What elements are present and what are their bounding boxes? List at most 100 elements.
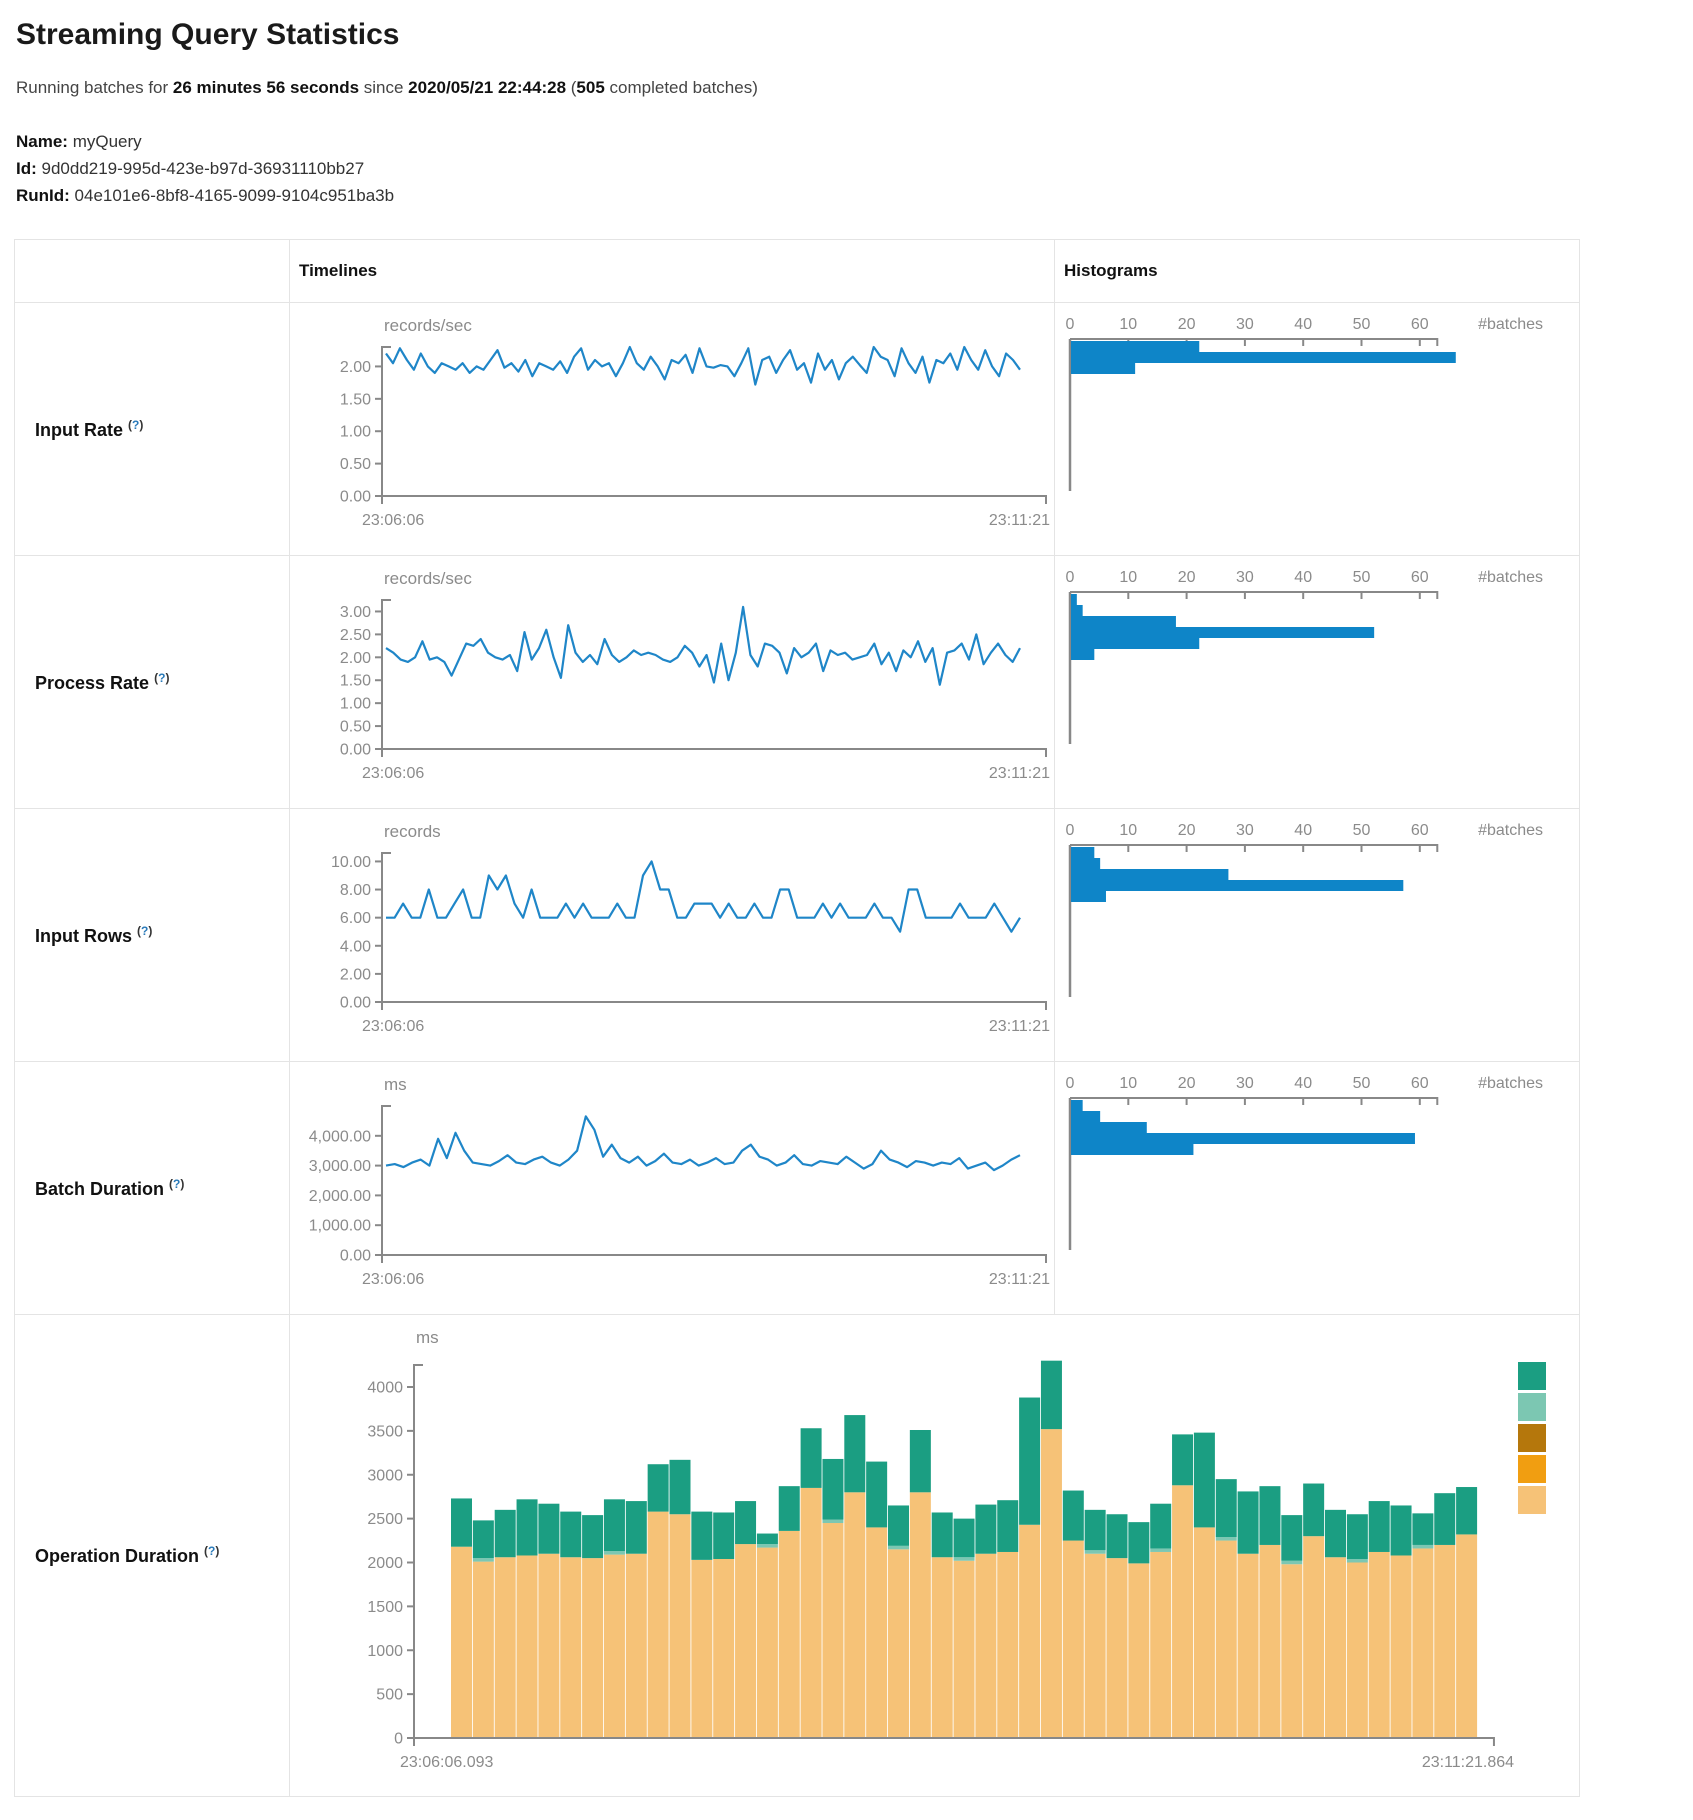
input-rate-histogram-cell: 0 10 20 30 40 50 60 #batches (1054, 302, 1580, 556)
page-title: Streaming Query Statistics (16, 18, 400, 51)
header-blank-cell (14, 239, 290, 303)
help-icon[interactable]: (?) (169, 1176, 185, 1191)
svg-text:3,000.00: 3,000.00 (309, 1158, 371, 1175)
svg-text:23:06:06.093: 23:06:06.093 (400, 1754, 494, 1771)
svg-text:30: 30 (1236, 822, 1254, 839)
svg-text:23:06:06: 23:06:06 (362, 765, 424, 782)
svg-text:60: 60 (1411, 569, 1429, 586)
svg-text:0.00: 0.00 (340, 1248, 371, 1265)
svg-text:20: 20 (1178, 1075, 1196, 1092)
help-icon[interactable]: (?) (204, 1544, 220, 1558)
operation-duration-chart-cell: ms 0 500 1000 1500 2000 2500 3000 3500 4000 23:06:… (289, 1314, 1580, 1797)
process-rate-timeline-chart[interactable]: records/sec 0.00 0.50 1.00 1.50 2.00 2.50 3.00 2… (290, 558, 1054, 803)
running-status-line: Running batches for 26 minutes 56 second… (0, 52, 1693, 98)
svg-text:0.50: 0.50 (340, 719, 371, 736)
svg-text:50: 50 (1353, 316, 1371, 333)
svg-text:2.00: 2.00 (340, 966, 371, 983)
svg-text:4,000.00: 4,000.00 (309, 1128, 371, 1145)
svg-text:500: 500 (376, 1687, 403, 1704)
svg-text:1.50: 1.50 (340, 391, 371, 408)
svg-text:0: 0 (1066, 1075, 1075, 1092)
help-icon[interactable]: (?) (128, 417, 144, 432)
svg-text:2.00: 2.00 (340, 359, 371, 376)
svg-text:1500: 1500 (367, 1599, 403, 1616)
svg-text:4.00: 4.00 (340, 938, 371, 955)
svg-text:0.00: 0.00 (340, 742, 371, 759)
query-runid-label: RunId: (16, 186, 70, 205)
input-rate-histogram-chart[interactable]: 0 10 20 30 40 50 60 #batches (1055, 305, 1579, 550)
svg-text:1.00: 1.00 (340, 696, 371, 713)
row-label-input-rate: Input Rate (?) (14, 302, 290, 556)
legend-swatch (1518, 1362, 1546, 1390)
status-prefix: Running batches for (16, 78, 173, 97)
statistics-table: Timelines Histograms Input Rate (?) reco… (14, 239, 1580, 1797)
header-timelines: Timelines (289, 239, 1055, 303)
batch-duration-histogram-chart[interactable]: 0 10 20 30 40 50 60 #batches (1055, 1064, 1579, 1309)
svg-text:1,000.00: 1,000.00 (309, 1218, 371, 1235)
input-rows-histogram-cell: 0 10 20 30 40 50 60 #batches (1054, 808, 1580, 1062)
svg-text:40: 40 (1294, 316, 1312, 333)
svg-text:10.00: 10.00 (331, 854, 371, 871)
process-rate-histogram-chart[interactable]: 0 10 20 30 40 50 60 #batches (1055, 558, 1579, 803)
operation-duration-chart[interactable]: ms 0 500 1000 1500 2000 2500 3000 3500 4000 23:06:… (290, 1317, 1577, 1791)
table-row: Input Rate (?) records/sec 0.00 0.50 1.00 1.… (14, 302, 1580, 556)
svg-text:50: 50 (1353, 822, 1371, 839)
table-row: Process Rate (?) records/sec 0.00 0.50 1.00… (14, 555, 1580, 809)
svg-text:23:11:21: 23:11:21 (989, 512, 1050, 529)
status-middle: since (359, 78, 409, 97)
svg-text:0: 0 (1066, 569, 1075, 586)
svg-text:3.00: 3.00 (340, 604, 371, 621)
svg-text:23:11:21: 23:11:21 (989, 765, 1050, 782)
svg-text:1.00: 1.00 (340, 424, 371, 441)
query-id-line: Id: 9d0dd219-995d-423e-b97d-36931110bb27 (16, 155, 1693, 182)
svg-text:30: 30 (1236, 1075, 1254, 1092)
row-label-batch-duration: Batch Duration (?) (14, 1061, 290, 1315)
query-meta-block: Name: myQuery Id: 9d0dd219-995d-423e-b97… (0, 98, 1693, 209)
legend-swatch (1518, 1393, 1546, 1421)
svg-text:0: 0 (394, 1731, 403, 1748)
row-label-operation-duration: Operation Duration (?) (14, 1314, 290, 1797)
svg-text:ms: ms (384, 1075, 407, 1094)
input-rows-timeline-chart[interactable]: records 0.00 2.00 4.00 6.00 8.00 10.00 23:06:06… (290, 811, 1054, 1056)
svg-text:20: 20 (1178, 316, 1196, 333)
svg-text:0: 0 (1066, 316, 1075, 333)
table-row: Batch Duration (?) ms 0.00 1,000.00 2,000.0… (14, 1061, 1580, 1315)
svg-text:60: 60 (1411, 1075, 1429, 1092)
svg-text:23:11:21: 23:11:21 (989, 1018, 1050, 1035)
legend-swatch (1518, 1424, 1546, 1452)
svg-text:20: 20 (1178, 822, 1196, 839)
process-rate-timeline-cell: records/sec 0.00 0.50 1.00 1.50 2.00 2.50 3.00 2… (289, 555, 1055, 809)
svg-text:23:06:06: 23:06:06 (362, 1018, 424, 1035)
header-histograms: Histograms (1054, 239, 1580, 303)
input-rate-timeline-chart[interactable]: records/sec 0.00 0.50 1.00 1.50 2.00 23:06:06 2… (290, 305, 1054, 550)
status-completed-count: 505 (576, 78, 605, 97)
svg-text:2.00: 2.00 (340, 650, 371, 667)
svg-text:#batches: #batches (1478, 316, 1543, 333)
svg-text:40: 40 (1294, 1075, 1312, 1092)
svg-text:0.00: 0.00 (340, 489, 371, 506)
svg-text:40: 40 (1294, 569, 1312, 586)
table-header-row: Timelines Histograms (14, 239, 1580, 303)
status-paren: ( (566, 78, 577, 97)
input-rate-timeline-cell: records/sec 0.00 0.50 1.00 1.50 2.00 23:06:06 2… (289, 302, 1055, 556)
svg-text:2,000.00: 2,000.00 (309, 1188, 371, 1205)
svg-text:2500: 2500 (367, 1511, 403, 1528)
svg-text:23:06:06: 23:06:06 (362, 512, 424, 529)
legend-swatch (1518, 1486, 1546, 1514)
svg-text:1.50: 1.50 (340, 673, 371, 690)
help-icon[interactable]: (?) (137, 923, 153, 938)
batch-duration-timeline-chart[interactable]: ms 0.00 1,000.00 2,000.00 3,000.00 4,000.00 23… (290, 1064, 1054, 1309)
process-rate-histogram-cell: 0 10 20 30 40 50 60 #batches (1054, 555, 1580, 809)
svg-text:2000: 2000 (367, 1555, 403, 1572)
query-runid-value: 04e101e6-8bf8-4165-9099-9104c951ba3b (69, 186, 395, 205)
svg-text:3000: 3000 (367, 1467, 403, 1484)
input-rows-histogram-chart[interactable]: 0 10 20 30 40 50 60 #batches (1055, 811, 1579, 1056)
svg-text:40: 40 (1294, 822, 1312, 839)
svg-text:23:06:06: 23:06:06 (362, 1271, 424, 1288)
svg-text:3500: 3500 (367, 1423, 403, 1440)
help-icon[interactable]: (?) (154, 670, 170, 685)
svg-text:10: 10 (1119, 1075, 1137, 1092)
table-row: Operation Duration (?) ms 0 500 1000 1500 200… (14, 1314, 1580, 1797)
svg-text:#batches: #batches (1478, 822, 1543, 839)
svg-text:10: 10 (1119, 822, 1137, 839)
